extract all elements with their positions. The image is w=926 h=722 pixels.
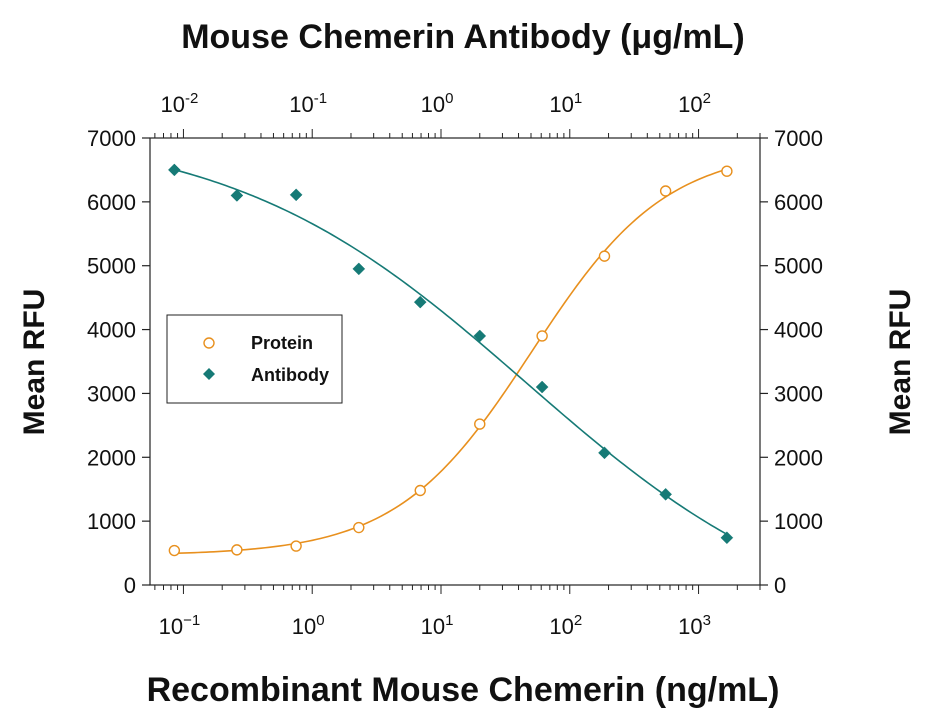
antibody-fit-curve xyxy=(174,168,728,536)
y-tick-label-right: 7000 xyxy=(774,126,823,151)
y-tick-label-right: 1000 xyxy=(774,509,823,534)
x-top-tick-label: 101 xyxy=(549,90,582,117)
legend-protein-label: Protein xyxy=(251,333,313,353)
plot-area-frame xyxy=(149,137,761,586)
curves-layer xyxy=(174,168,728,555)
antibody-point xyxy=(535,380,549,394)
protein-fit-curve xyxy=(174,168,728,555)
protein-point xyxy=(168,544,181,557)
y-tick-label-left: 5000 xyxy=(87,254,136,279)
y-tick-label-right: 3000 xyxy=(774,381,823,406)
legend-antibody-marker xyxy=(203,368,215,380)
protein-point xyxy=(474,418,486,430)
x-top-tick-label: 100 xyxy=(421,90,454,117)
y-axis-label-right: Mean RFU xyxy=(884,289,917,436)
x-axis-label: Recombinant Mouse Chemerin (ng/mL) xyxy=(147,671,780,709)
antibody-point xyxy=(720,531,734,545)
antibody-point xyxy=(413,295,427,309)
protein-point xyxy=(598,250,611,262)
points-layer xyxy=(167,163,734,557)
chart-title: Mouse Chemerin Antibody (μg/mL) xyxy=(181,18,745,56)
y-tick-label-left: 0 xyxy=(124,573,136,598)
protein-point xyxy=(231,544,243,556)
antibody-point xyxy=(167,163,181,177)
y-tick-label-left: 4000 xyxy=(87,318,136,343)
protein-point xyxy=(414,484,426,497)
y-axis-label-left: Mean RFU xyxy=(18,289,51,436)
protein-point xyxy=(659,185,672,197)
x-bottom-tick-label: 100 xyxy=(292,612,325,639)
legend: Protein Antibody xyxy=(166,314,343,404)
antibody-point xyxy=(659,487,672,501)
y-tick-label-right: 0 xyxy=(774,573,786,598)
y-tick-label-right: 5000 xyxy=(774,254,823,279)
antibody-point xyxy=(230,189,244,202)
antibody-point xyxy=(473,329,487,343)
axes-layer: 0 0 1000 1000 2000 2000 3000 3000 4000 4000 5000 50… xyxy=(87,90,823,639)
x-top-tick-label: 102 xyxy=(678,90,711,117)
y-tick-label-left: 6000 xyxy=(87,190,136,215)
y-tick-label-right: 6000 xyxy=(774,190,823,215)
x-top-tick-label: 10-1 xyxy=(289,90,327,117)
x-bottom-tick-label: 101 xyxy=(421,612,454,639)
antibody-point xyxy=(352,262,366,276)
x-bottom-tick-label: 10−1 xyxy=(159,612,201,639)
protein-point xyxy=(353,521,365,534)
y-tick-label-left: 1000 xyxy=(87,509,136,534)
y-tick-label-left: 3000 xyxy=(87,381,136,406)
x-bottom-tick-label: 102 xyxy=(549,612,582,639)
legend-box xyxy=(166,314,343,404)
legend-antibody-label: Antibody xyxy=(251,365,329,385)
protein-point xyxy=(290,540,302,552)
y-tick-label-right: 2000 xyxy=(774,445,823,470)
x-bottom-tick-label: 103 xyxy=(678,612,711,639)
protein-point xyxy=(721,165,733,177)
legend-protein-marker xyxy=(203,337,215,349)
y-tick-label-left: 7000 xyxy=(87,126,136,151)
x-top-tick-label: 10-2 xyxy=(161,90,199,117)
antibody-point xyxy=(289,188,303,202)
y-tick-label-right: 4000 xyxy=(774,318,823,343)
protein-point xyxy=(536,330,548,342)
antibody-point xyxy=(598,446,611,460)
y-tick-label-left: 2000 xyxy=(87,445,136,470)
